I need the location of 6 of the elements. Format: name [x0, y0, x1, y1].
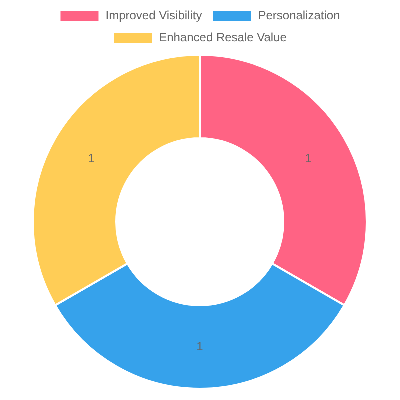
- data-label: 1: [196, 340, 204, 354]
- data-label: 1: [305, 152, 312, 166]
- legend-label: Improved Visibility: [106, 8, 202, 22]
- legend-label: Enhanced Resale Value: [159, 30, 288, 44]
- data-label: 1: [88, 152, 96, 166]
- legend-label: Personalization: [258, 8, 340, 22]
